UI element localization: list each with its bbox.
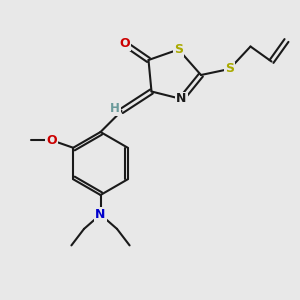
Text: S: S (225, 62, 234, 76)
Text: O: O (119, 37, 130, 50)
Text: N: N (95, 208, 106, 221)
Text: N: N (176, 92, 187, 106)
Text: H: H (110, 102, 120, 115)
Text: O: O (46, 134, 57, 147)
Text: S: S (174, 43, 183, 56)
